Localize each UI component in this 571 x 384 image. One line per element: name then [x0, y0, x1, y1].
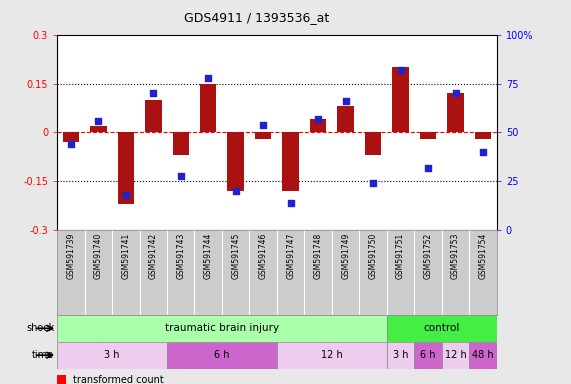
- Text: transformed count: transformed count: [73, 375, 164, 384]
- Text: 12 h: 12 h: [321, 350, 343, 360]
- Bar: [420, 132, 436, 139]
- Text: GSM591743: GSM591743: [176, 233, 185, 279]
- Text: GSM591746: GSM591746: [259, 233, 268, 279]
- Bar: [172, 132, 189, 156]
- Text: GDS4911 / 1393536_at: GDS4911 / 1393536_at: [184, 12, 329, 25]
- Text: GSM591753: GSM591753: [451, 233, 460, 279]
- Bar: [57, 315, 387, 342]
- Text: GSM591740: GSM591740: [94, 233, 103, 279]
- Bar: [255, 132, 271, 139]
- Bar: [442, 342, 469, 369]
- Point: [424, 165, 433, 171]
- Point: [341, 98, 350, 104]
- Point: [66, 141, 75, 147]
- Text: GSM591754: GSM591754: [478, 233, 488, 279]
- Point: [231, 188, 240, 194]
- Bar: [167, 342, 277, 369]
- Point: [478, 149, 488, 155]
- Point: [286, 200, 295, 206]
- Text: 48 h: 48 h: [472, 350, 494, 360]
- Point: [121, 192, 130, 198]
- Point: [94, 118, 103, 124]
- Bar: [415, 342, 442, 369]
- Point: [259, 122, 268, 128]
- Bar: [447, 93, 464, 132]
- Point: [148, 90, 158, 96]
- Bar: [57, 375, 66, 384]
- Point: [204, 74, 213, 81]
- Text: GSM591745: GSM591745: [231, 233, 240, 279]
- Point: [396, 67, 405, 73]
- Text: 12 h: 12 h: [445, 350, 467, 360]
- Bar: [387, 342, 415, 369]
- Text: control: control: [424, 323, 460, 333]
- Text: GSM591750: GSM591750: [369, 233, 377, 279]
- Point: [176, 172, 186, 179]
- Text: GSM591748: GSM591748: [313, 233, 323, 279]
- Text: GSM591739: GSM591739: [66, 233, 75, 279]
- Bar: [200, 84, 216, 132]
- Text: 3 h: 3 h: [393, 350, 408, 360]
- Bar: [63, 132, 79, 142]
- Text: 6 h: 6 h: [420, 350, 436, 360]
- Text: GSM591751: GSM591751: [396, 233, 405, 279]
- Text: traumatic brain injury: traumatic brain injury: [165, 323, 279, 333]
- Text: 3 h: 3 h: [104, 350, 120, 360]
- Bar: [387, 315, 497, 342]
- Text: shock: shock: [26, 323, 54, 333]
- Bar: [90, 126, 107, 132]
- Point: [451, 90, 460, 96]
- Text: GSM591747: GSM591747: [286, 233, 295, 279]
- Bar: [475, 132, 491, 139]
- Bar: [283, 132, 299, 191]
- Bar: [392, 67, 409, 132]
- Bar: [337, 106, 354, 132]
- Text: GSM591741: GSM591741: [121, 233, 130, 279]
- Bar: [469, 342, 497, 369]
- Text: GSM591749: GSM591749: [341, 233, 350, 279]
- Bar: [227, 132, 244, 191]
- Text: time: time: [32, 350, 54, 360]
- Bar: [145, 100, 162, 132]
- Bar: [118, 132, 134, 204]
- Text: GSM591752: GSM591752: [424, 233, 433, 279]
- Bar: [365, 132, 381, 156]
- Bar: [277, 342, 387, 369]
- Text: 6 h: 6 h: [214, 350, 230, 360]
- Point: [313, 116, 323, 122]
- Text: GSM591742: GSM591742: [149, 233, 158, 279]
- Point: [368, 180, 377, 187]
- Text: GSM591744: GSM591744: [204, 233, 213, 279]
- Bar: [310, 119, 327, 132]
- Bar: [57, 342, 167, 369]
